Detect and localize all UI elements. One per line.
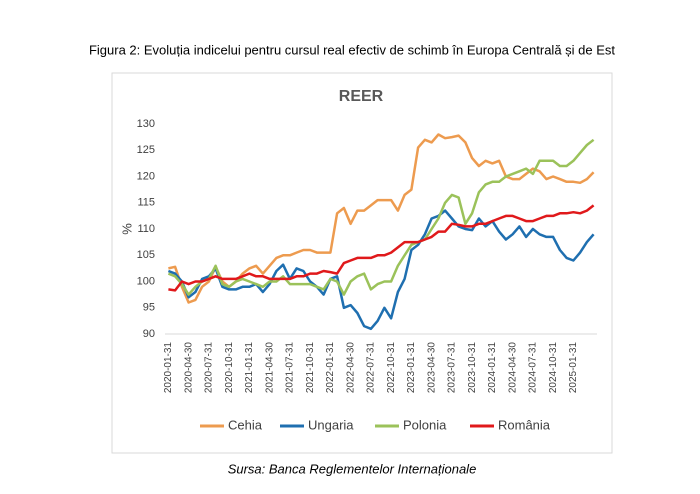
x-tick-label: 2020-10-31 [224, 342, 235, 394]
series-line [168, 133, 595, 304]
y-tick-label: 130 [137, 118, 155, 130]
x-tick-label: 2022-07-31 [366, 342, 377, 394]
x-tick-label: 2022-10-31 [386, 342, 397, 394]
series-line [167, 138, 595, 296]
figure-caption: Figura 2: Evoluția indicelui pentru curs… [89, 42, 615, 57]
y-tick-label: 115 [137, 197, 155, 209]
x-tick-label: 2025-01-31 [568, 342, 579, 394]
chart-frame [111, 72, 613, 454]
x-tick-label: 2020-01-31 [163, 342, 174, 394]
x-tick-label: 2020-07-31 [204, 342, 215, 394]
x-tick-label: 2021-01-31 [244, 342, 255, 394]
source-note: Sursa: Banca Reglementelor Internațional… [228, 461, 477, 476]
chart-title: REER [339, 88, 384, 105]
y-tick-label: 125 [137, 144, 155, 156]
x-tick-label: 2024-01-31 [487, 342, 498, 394]
y-tick-label: 120 [137, 170, 155, 182]
legend-label: Ungaria [308, 417, 354, 432]
y-tick-label: 95 [143, 302, 155, 314]
x-tick-label: 2024-07-31 [528, 342, 539, 394]
x-tick-label: 2020-04-30 [183, 342, 194, 394]
x-tick-label: 2021-07-31 [285, 342, 296, 394]
x-tick-label: 2024-10-31 [548, 342, 559, 394]
x-tick-label: 2022-04-30 [345, 342, 356, 394]
x-tick-label: 2023-07-31 [447, 342, 458, 394]
x-tick-label: 2023-10-31 [467, 342, 478, 394]
x-tick-label: 2023-01-31 [406, 342, 417, 394]
series-line [167, 209, 595, 331]
x-tick-label: 2023-04-30 [426, 342, 437, 394]
y-tick-label: 110 [137, 223, 155, 235]
x-tick-label: 2021-04-30 [264, 342, 275, 394]
legend-label: România [498, 417, 551, 432]
x-tick-label: 2024-04-30 [507, 342, 518, 394]
y-tick-label: 105 [137, 249, 155, 261]
y-tick-label: 90 [143, 328, 155, 340]
y-tick-label: 100 [137, 275, 155, 287]
x-tick-label: 2022-01-31 [325, 342, 336, 394]
legend-label: Cehia [228, 417, 263, 432]
legend-label: Polonia [403, 417, 447, 432]
x-tick-label: 2021-10-31 [305, 342, 316, 394]
series-line [168, 204, 595, 292]
y-axis-label: % [119, 223, 134, 235]
